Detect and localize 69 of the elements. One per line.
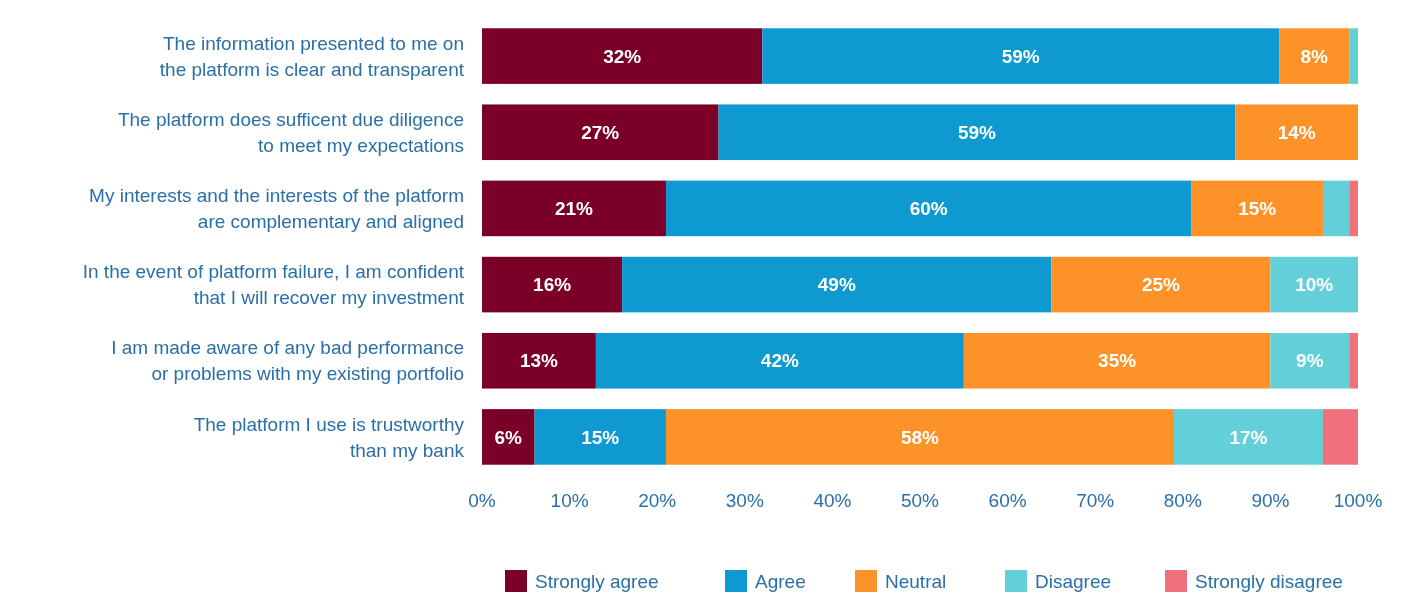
bar [482, 409, 535, 465]
data-label: 16% [533, 274, 572, 296]
bar [482, 28, 763, 84]
bar [1051, 256, 1271, 313]
legend-label: Strongly disagree [1195, 570, 1343, 592]
y-tick-label: The information presented to me on the platform is clear and transparent [159, 32, 465, 80]
bar [482, 180, 666, 237]
data-label: 59% [1001, 45, 1040, 67]
y-tick-label: The platform I use is trustworthy than my bank [193, 413, 465, 461]
bar [762, 28, 1280, 84]
data-label: 8% [1300, 45, 1329, 67]
data-label: 49% [817, 274, 856, 296]
y-tick-label: In the event of platform failure, I am confident that I will recover my investment [82, 261, 465, 309]
bar [1270, 332, 1350, 389]
bar [1349, 180, 1358, 237]
data-label: 15% [1238, 198, 1277, 220]
data-label: 32% [603, 45, 642, 67]
x-tick-label: 40% [813, 490, 852, 511]
data-label: 13% [519, 350, 559, 372]
data-label: 14% [1277, 121, 1316, 143]
x-tick-label: 30% [725, 490, 764, 511]
bar [1349, 28, 1358, 84]
data-label: 15% [581, 426, 620, 448]
bar [1191, 180, 1323, 237]
y-tick-label: My interests and the interests of the platform are complementary and aligned [89, 185, 464, 233]
x-tick-label: 100% [1333, 490, 1383, 511]
bar [1322, 180, 1350, 237]
x-tick-label: 70% [1076, 490, 1115, 511]
x-tick-label: 50% [900, 490, 940, 511]
bar [1322, 409, 1358, 465]
bar [534, 409, 666, 465]
bar [482, 256, 623, 313]
legend-label: Strongly agree [535, 570, 659, 592]
bar [622, 256, 1052, 313]
bar [1270, 256, 1358, 313]
x-tick-label: 0% [468, 490, 496, 511]
legend-label: Agree [755, 570, 806, 592]
x-tick-label: 10% [550, 490, 589, 511]
x-tick-label: 90% [1251, 490, 1290, 511]
bar [482, 104, 719, 161]
x-tick-label: 80% [1163, 490, 1202, 511]
bar [665, 409, 1175, 465]
bar [1235, 104, 1358, 161]
data-label: 42% [760, 350, 799, 372]
data-label: 17% [1229, 426, 1268, 448]
legend-label: Neutral [885, 570, 947, 592]
y-tick-label: I am made aware of any bad performance or problems with my existing portfolio [111, 337, 464, 385]
data-label: 9% [1296, 350, 1324, 372]
data-label: 27% [581, 121, 620, 143]
data-label: 58% [900, 426, 940, 448]
data-label: 21% [554, 198, 594, 220]
bar [482, 332, 596, 389]
bar [718, 104, 1236, 161]
bar [1174, 409, 1323, 465]
data-label: 10% [1295, 274, 1334, 296]
bar [595, 332, 964, 389]
x-tick-label: 20% [638, 490, 677, 511]
data-label: 6% [494, 426, 523, 448]
bar [963, 332, 1271, 389]
data-label: 60% [909, 198, 948, 220]
x-tick-label: 60% [988, 490, 1027, 511]
bar [1349, 332, 1358, 389]
bar [665, 180, 1192, 237]
legend-label: Disagree [1035, 570, 1112, 592]
data-label: 59% [957, 121, 997, 143]
y-tick-label: The platform does sufficent due diligence to meet my expectations [117, 108, 464, 156]
bar [1279, 28, 1350, 84]
data-label: 35% [1098, 350, 1137, 372]
data-label: 25% [1141, 274, 1181, 296]
